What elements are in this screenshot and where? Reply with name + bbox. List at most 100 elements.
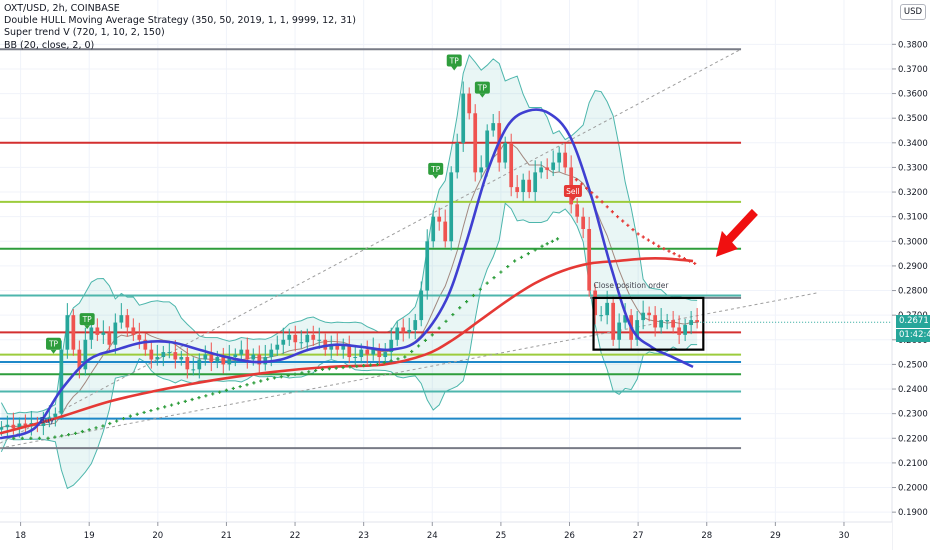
candle-body: [179, 357, 184, 360]
supertrend-up-mark: [444, 319, 448, 323]
supertrend-up-mark: [252, 381, 256, 385]
y-tick-label: 0.3600: [898, 90, 928, 100]
y-tick-label: 0.2800: [898, 287, 928, 297]
candle-body: [59, 349, 64, 414]
supertrend-up-mark: [382, 360, 386, 365]
supertrend-up-mark: [87, 428, 91, 432]
supertrend-down-mark: [677, 254, 681, 258]
x-tick-label: 22: [290, 531, 301, 541]
candle-body: [383, 352, 388, 358]
supertrend-up-mark: [362, 364, 366, 368]
strategy-label[interactable]: Double HULL Moving Average Strategy (350…: [4, 15, 357, 27]
supertrend-up-mark: [300, 371, 304, 375]
supertrend-up-mark: [266, 377, 270, 381]
candle-body: [425, 241, 430, 291]
candlestick-series: [0, 81, 699, 438]
supertrend-up-mark: [478, 287, 482, 291]
candle-body: [389, 339, 394, 353]
supertrend-up-mark: [423, 338, 428, 343]
candle-body: [677, 327, 681, 335]
marker-pointer: [479, 93, 486, 98]
candle-body: [329, 344, 334, 350]
y-tick-label: 0.1900: [898, 508, 928, 518]
candle-body: [413, 320, 418, 330]
y-tick-label: 0.3400: [898, 139, 928, 149]
price-axis-panel: [892, 0, 932, 550]
marker-badge: [474, 81, 490, 94]
supertrend-down-mark: [610, 210, 614, 214]
supertrend-up-mark: [513, 259, 517, 263]
candle-body: [485, 130, 490, 168]
bollinger-band: [0, 53, 698, 490]
y-tick-label: 0.2200: [898, 434, 928, 444]
candle-body: [377, 349, 382, 358]
x-tick-label: 25: [495, 531, 506, 541]
arrow-shaft: [723, 208, 758, 245]
supertrend-up-mark: [238, 384, 242, 389]
supertrend-up-mark: [499, 270, 503, 274]
supertrend-label[interactable]: Super trend V (720, 1, 10, 2, 150): [4, 27, 165, 39]
supertrend-down-mark: [631, 228, 635, 232]
y-tick-label: 0.3800: [898, 40, 928, 50]
candle-body: [251, 354, 256, 360]
x-tick-label: 28: [701, 531, 712, 541]
supertrend-up-mark: [67, 432, 71, 437]
candle-body: [695, 320, 699, 323]
candle-body: [317, 339, 322, 341]
candle-body: [101, 332, 106, 335]
candle-body: [293, 334, 298, 343]
candle-body: [515, 187, 520, 193]
trade-marker-tp: TP: [446, 54, 462, 71]
supertrend-down-mark: [657, 244, 661, 248]
candle-body: [65, 315, 70, 350]
marker-label: Sell: [566, 187, 580, 196]
trend-line-upper: [0, 48, 742, 444]
supertrend-up-mark: [115, 419, 119, 423]
y-tick-label: 0.2300: [898, 410, 928, 420]
candle-body: [449, 172, 454, 242]
candle-body: [437, 216, 442, 222]
bb-label[interactable]: BB (20, close, 2, 0): [4, 39, 95, 51]
supertrend-up-mark: [80, 429, 84, 434]
supertrend-up-mark: [224, 388, 229, 392]
candle-body: [533, 172, 538, 193]
supertrend-up-mark: [53, 435, 57, 439]
supertrend-down-mark: [687, 259, 692, 263]
supertrend-up-mark: [101, 424, 105, 428]
supertrend-up-mark: [156, 407, 160, 411]
supertrend-up-mark: [320, 367, 325, 371]
supertrend-up-mark: [183, 399, 187, 403]
supertrend-down-mark: [600, 200, 604, 204]
candle-body: [617, 322, 622, 340]
symbol-title[interactable]: OXT/USD, 2h, COINBASE: [4, 3, 120, 14]
marker-badge: [446, 54, 462, 67]
candle-body: [107, 332, 112, 345]
candle-body: [89, 327, 94, 340]
marker-pointer: [432, 174, 439, 179]
candle-body: [161, 352, 166, 358]
candle-body: [137, 334, 142, 340]
supertrend-down-mark: [646, 238, 651, 242]
supertrend-down-mark: [590, 191, 594, 195]
supertrend-up-mark: [190, 397, 194, 402]
supertrend-up-mark: [211, 392, 215, 396]
candle-body: [539, 167, 544, 173]
candle-body: [239, 349, 244, 355]
currency-selector[interactable]: USD: [900, 4, 926, 20]
trade-marker-sell: Sell: [563, 185, 582, 202]
candle-body: [551, 162, 556, 170]
candle-body: [455, 142, 460, 173]
candle-body: [407, 329, 412, 333]
trend-lines: [0, 48, 817, 449]
marker-label: Buy: [40, 416, 55, 425]
chart-legend: OXT/USD, 2h, COINBASE Double HULL Moving…: [4, 3, 356, 52]
supertrend-up-mark: [341, 365, 345, 370]
supertrend-up-mark: [12, 436, 16, 440]
supertrend-up-mark: [526, 252, 530, 256]
grid: [0, 0, 892, 522]
marker-label: TP: [430, 165, 441, 174]
candle-body: [149, 349, 154, 360]
supertrend-up-mark: [430, 333, 434, 337]
candle-body: [599, 315, 604, 317]
